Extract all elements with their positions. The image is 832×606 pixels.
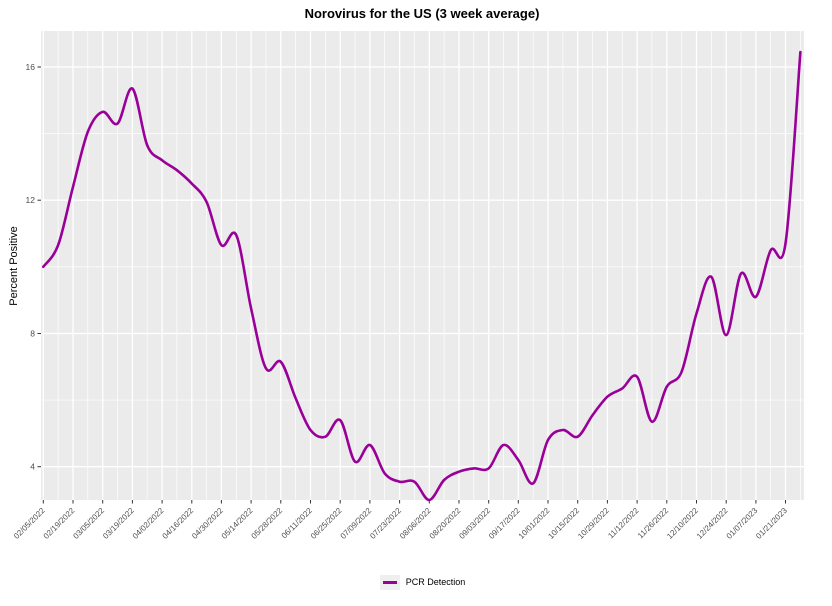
panel-background [41, 31, 804, 500]
legend-key [379, 574, 400, 590]
y-axis-title: Percent Positive [8, 226, 20, 306]
y-tick-label: 16 [26, 62, 36, 72]
y-tick-label: 12 [26, 195, 36, 205]
x-tick-label: 11/12/2022 [606, 506, 641, 541]
chart-title: Norovirus for the US (3 week average) [304, 6, 540, 21]
legend-line-swatch-icon [382, 580, 397, 584]
legend: PCR Detection [41, 573, 804, 591]
x-tick-label: 05/28/2022 [250, 506, 285, 541]
y-tick-label: 8 [30, 328, 35, 338]
x-tick-label: 01/21/2023 [754, 506, 789, 541]
legend-label: PCR Detection [405, 577, 466, 587]
x-tick-label: 10/29/2022 [576, 506, 611, 541]
y-tick-label: 4 [30, 461, 35, 471]
